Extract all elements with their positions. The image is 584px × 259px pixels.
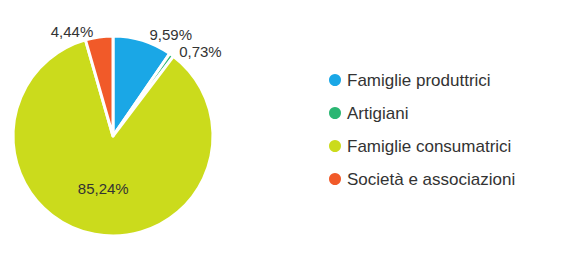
svg-text:Società e associazioni: Società e associazioni xyxy=(347,170,515,189)
svg-text:9,59%: 9,59% xyxy=(149,26,192,43)
svg-text:85,24%: 85,24% xyxy=(78,180,129,197)
svg-text:Famiglie consumatrici: Famiglie consumatrici xyxy=(347,137,511,156)
svg-text:Famiglie produttrici: Famiglie produttrici xyxy=(347,71,491,90)
svg-text:0,73%: 0,73% xyxy=(179,43,222,60)
svg-text:4,44%: 4,44% xyxy=(51,23,94,40)
svg-text:Artigiani: Artigiani xyxy=(347,104,408,123)
